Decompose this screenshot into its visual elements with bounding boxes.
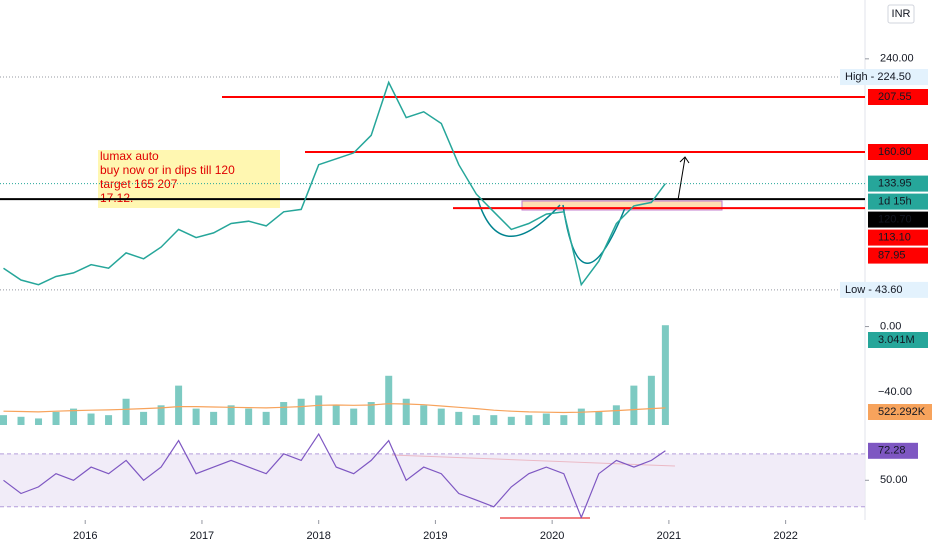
volume-bar bbox=[542, 413, 550, 425]
volume-bar bbox=[420, 405, 428, 425]
volume-bar bbox=[525, 415, 533, 425]
note-line: lumax auto bbox=[100, 149, 159, 163]
price-label-box bbox=[868, 247, 928, 264]
rsi-line bbox=[3, 432, 666, 520]
price-label: 120.70 bbox=[878, 213, 912, 225]
pane-label-box bbox=[868, 404, 932, 420]
price-label: 133.95 bbox=[878, 177, 912, 189]
price-label: 160.80 bbox=[878, 146, 912, 158]
volume-bar bbox=[87, 413, 95, 425]
pane-label: 522.292K bbox=[878, 406, 926, 418]
x-tick-label: 2022 bbox=[773, 530, 797, 542]
volume-bar bbox=[490, 415, 498, 425]
volume-bar bbox=[630, 385, 638, 425]
volume-bar bbox=[157, 405, 165, 425]
x-tick-label: 2019 bbox=[423, 530, 447, 542]
arrow bbox=[677, 156, 690, 201]
volume-bar bbox=[105, 415, 113, 425]
price-label-box bbox=[868, 211, 928, 228]
volume-bar bbox=[17, 416, 25, 425]
rsi-band bbox=[0, 453, 865, 507]
volume-bar bbox=[227, 405, 235, 425]
volume-bar bbox=[122, 398, 130, 425]
volume-bar bbox=[315, 395, 323, 425]
volume-bar bbox=[437, 408, 445, 425]
price-label: 113.10 bbox=[878, 231, 911, 243]
y-tick-label: 50.00 bbox=[880, 474, 908, 486]
currency[interactable]: INR bbox=[892, 8, 911, 20]
volume-bar bbox=[297, 398, 305, 425]
price-label-box bbox=[840, 69, 928, 86]
volume-bar bbox=[612, 405, 620, 425]
x-tick-label: 2017 bbox=[190, 530, 214, 542]
y-tick-label: 0.00 bbox=[880, 320, 901, 332]
volume-bar bbox=[350, 408, 358, 425]
price-line bbox=[3, 80, 667, 287]
volume-bar bbox=[560, 415, 568, 425]
price-label-box bbox=[840, 281, 928, 298]
volume-bar bbox=[210, 411, 218, 425]
pane-label: −40.00 bbox=[878, 386, 912, 398]
volume-bar bbox=[507, 416, 515, 425]
volume-bar bbox=[472, 415, 480, 425]
volume-bar bbox=[140, 411, 148, 425]
y-tick-label: 240.00 bbox=[880, 53, 914, 65]
volume-bar bbox=[245, 408, 253, 425]
volume-bar bbox=[70, 408, 78, 425]
currency-box[interactable] bbox=[887, 4, 915, 24]
volume-bar bbox=[0, 415, 8, 425]
volume-bar bbox=[661, 325, 669, 425]
volume-bar bbox=[35, 418, 43, 425]
countdown: 1d 15h bbox=[878, 195, 912, 207]
cup-curve bbox=[477, 199, 561, 237]
price-label: 87.95 bbox=[878, 249, 906, 261]
volume-bar bbox=[595, 411, 603, 425]
price-label-box bbox=[868, 144, 928, 160]
price-label-box bbox=[868, 89, 928, 105]
volume-bar bbox=[332, 405, 340, 425]
price-label: High - 224.50 bbox=[845, 71, 911, 83]
volume-bar bbox=[192, 408, 200, 425]
volume-bar bbox=[262, 411, 270, 425]
pane-label-box bbox=[868, 332, 928, 348]
volume-bar bbox=[175, 385, 183, 425]
volume-bar bbox=[385, 375, 393, 425]
x-tick-label: 2018 bbox=[306, 530, 330, 542]
volume-bar bbox=[455, 411, 463, 425]
volume-bar bbox=[280, 402, 288, 425]
volume-bar bbox=[577, 408, 585, 425]
price-label-box bbox=[868, 229, 928, 246]
x-tick-label: 2021 bbox=[657, 530, 681, 542]
resistance-zone bbox=[521, 200, 723, 211]
price-label-box bbox=[868, 175, 928, 192]
note-line: target 165 207 bbox=[100, 177, 178, 191]
volume-bar bbox=[367, 402, 375, 425]
countdown-box bbox=[868, 193, 928, 210]
volume-bar bbox=[402, 398, 410, 425]
x-tick-label: 2016 bbox=[73, 530, 97, 542]
volume-bar bbox=[647, 375, 655, 425]
price-label: 207.55 bbox=[878, 91, 912, 103]
volume-bar bbox=[52, 411, 60, 425]
pane-label: 72.28 bbox=[878, 445, 906, 457]
volume-ma bbox=[3, 403, 666, 414]
x-tick-label: 2020 bbox=[540, 530, 564, 542]
pane-label-box bbox=[868, 442, 918, 459]
pane-label: 3.041M bbox=[878, 334, 915, 346]
note-line: 17.12. bbox=[100, 191, 133, 205]
price-label: Low - 43.60 bbox=[845, 284, 902, 296]
note-line: buy now or in dips till 120 bbox=[100, 163, 235, 177]
